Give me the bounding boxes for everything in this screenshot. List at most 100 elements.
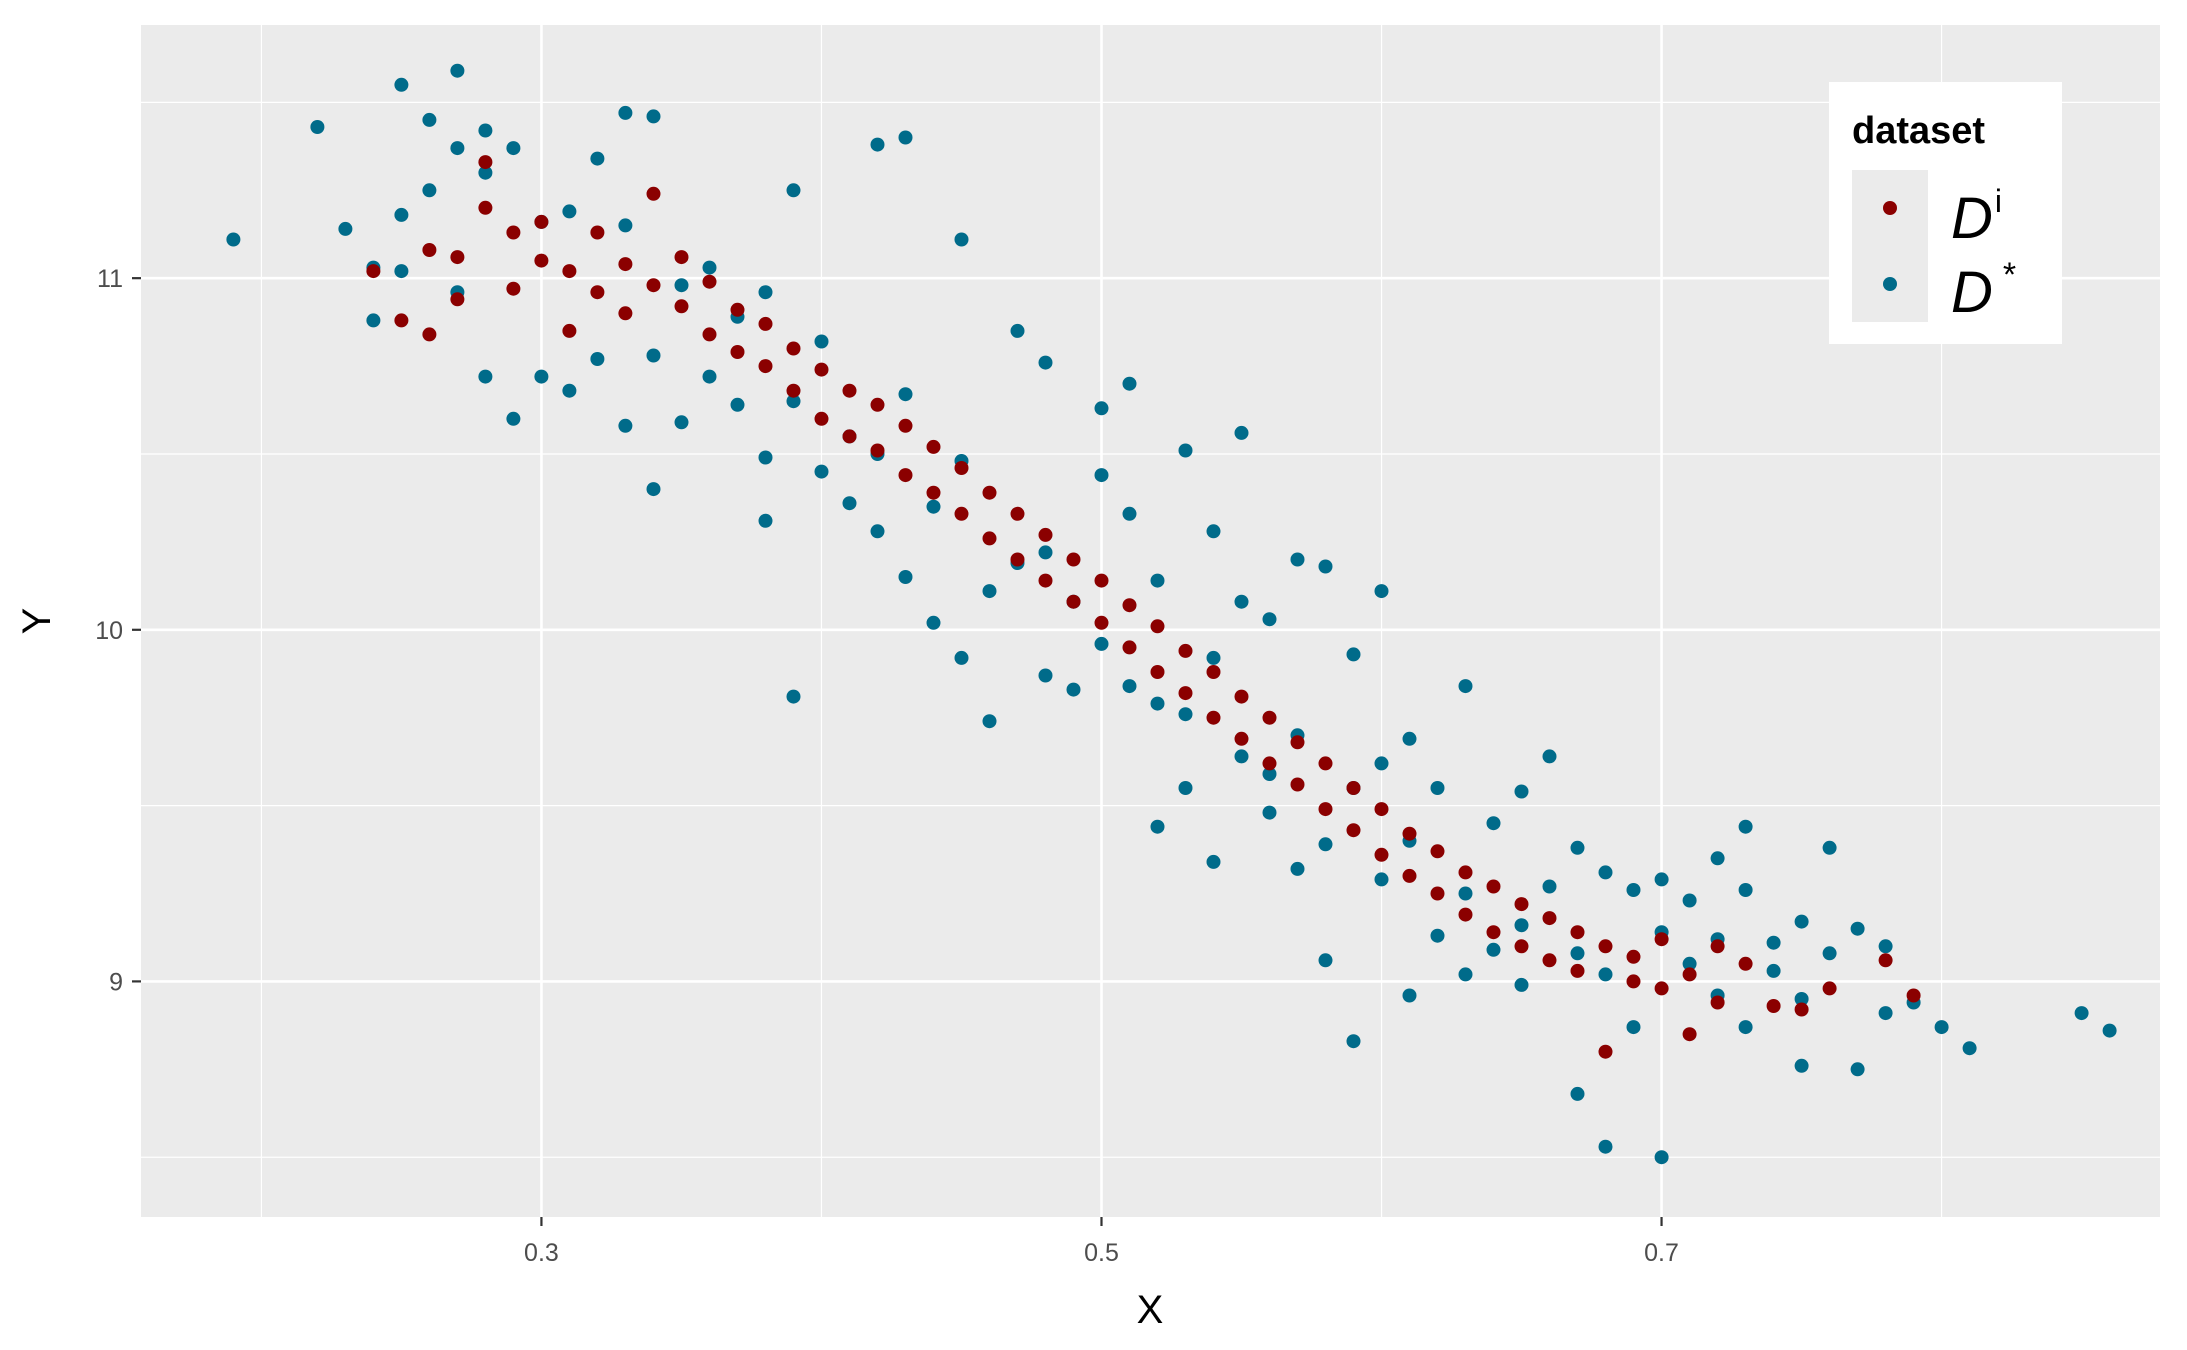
data-point-series-0 [1066,682,1081,697]
data-point-series-0 [1234,425,1249,440]
data-point-series-1 [506,281,521,296]
data-point-series-1 [1514,897,1529,912]
data-point-series-1 [954,506,969,521]
data-point-series-0 [926,499,941,514]
data-point-series-0 [1486,942,1501,957]
data-point-series-0 [562,204,577,219]
data-point-series-1 [1402,868,1417,883]
data-point-series-1 [562,323,577,338]
data-point-series-0 [1206,854,1221,869]
data-point-series-0 [534,369,549,384]
data-point-series-1 [1822,981,1837,996]
legend: dataset Di D * [1829,82,2062,344]
data-point-series-0 [1010,323,1025,338]
data-point-series-0 [786,394,801,409]
data-point-series-0 [786,183,801,198]
data-point-series-0 [1458,679,1473,694]
data-point-series-0 [2074,1006,2089,1021]
data-point-series-1 [674,250,689,265]
data-point-series-0 [1402,988,1417,1003]
data-point-series-0 [1318,837,1333,852]
data-point-series-1 [1066,594,1081,609]
data-point-series-0 [730,397,745,412]
data-point-series-0 [1430,928,1445,943]
data-point-series-1 [786,341,801,356]
data-point-series-0 [758,513,773,528]
data-point-series-0 [1038,355,1053,370]
data-point-series-0 [1346,647,1361,662]
data-point-series-1 [1710,939,1725,954]
data-point-series-0 [1290,861,1305,876]
data-point-series-1 [702,327,717,342]
data-point-series-1 [1150,619,1165,634]
data-point-series-0 [1682,893,1697,908]
data-point-series-1 [1206,710,1221,725]
data-point-series-0 [1178,707,1193,722]
data-point-series-1 [1486,879,1501,894]
data-point-series-0 [1038,545,1053,560]
data-point-series-1 [1682,967,1697,982]
data-point-series-0 [898,570,913,584]
data-point-series-0 [1206,524,1221,539]
data-point-series-1 [1570,925,1585,940]
data-point-series-0 [1878,939,1893,954]
data-point-series-0 [1122,376,1137,391]
data-point-series-1 [1234,731,1249,746]
data-point-series-0 [1346,1034,1361,1049]
data-point-series-0 [1234,594,1249,609]
y-tick-label: 11 [97,265,123,293]
data-point-series-0 [1738,883,1753,897]
data-point-series-0 [1514,977,1529,992]
data-point-series-1 [982,531,997,546]
x-tick-label: 0.5 [1084,1239,1119,1267]
data-point-series-1 [1234,689,1249,704]
data-point-series-1 [1710,995,1725,1010]
data-point-series-1 [1654,932,1669,947]
data-point-series-1 [1570,963,1585,978]
legend-title: dataset [1852,110,1985,152]
data-point-series-1 [1374,802,1389,817]
data-point-series-0 [646,482,661,497]
data-point-series-1 [870,397,885,412]
data-point-series-0 [366,313,381,328]
data-point-series-1 [1178,686,1193,701]
data-point-series-0 [1654,1150,1669,1165]
data-point-series-0 [1766,963,1781,978]
data-point-series-0 [1150,819,1165,834]
data-point-series-0 [618,218,633,233]
data-point-series-0 [1122,679,1137,694]
data-point-series-0 [1374,756,1389,771]
data-point-series-1 [394,313,409,328]
data-point-series-0 [590,151,605,166]
data-point-series-1 [646,278,661,293]
data-point-series-1 [926,439,941,454]
data-point-series-1 [954,461,969,475]
data-point-series-1 [1346,781,1361,795]
data-point-series-0 [702,369,717,384]
data-point-series-0 [814,334,829,349]
data-point-series-1 [1598,939,1613,954]
data-point-series-0 [478,165,493,180]
data-point-series-0 [1514,918,1529,933]
data-point-series-1 [1430,886,1445,901]
data-point-series-1 [534,214,549,229]
data-point-series-0 [898,387,913,402]
data-point-series-0 [590,352,605,366]
data-point-series-0 [1598,967,1613,982]
data-point-series-1 [1038,527,1053,542]
data-point-series-1 [730,302,745,317]
data-point-series-0 [1094,468,1109,483]
data-point-series-1 [478,155,493,170]
data-point-series-1 [1878,953,1893,968]
data-point-series-0 [1458,886,1473,901]
data-point-series-0 [870,524,885,539]
data-point-series-1 [1066,552,1081,567]
data-point-series-1 [1374,847,1389,862]
data-point-series-0 [1626,883,1641,897]
data-point-series-0 [1794,992,1809,1006]
data-point-series-1 [1038,573,1053,588]
data-point-series-1 [1094,615,1109,630]
data-point-series-0 [1570,1086,1585,1101]
legend-label-0-symbol: D [1951,186,1993,251]
